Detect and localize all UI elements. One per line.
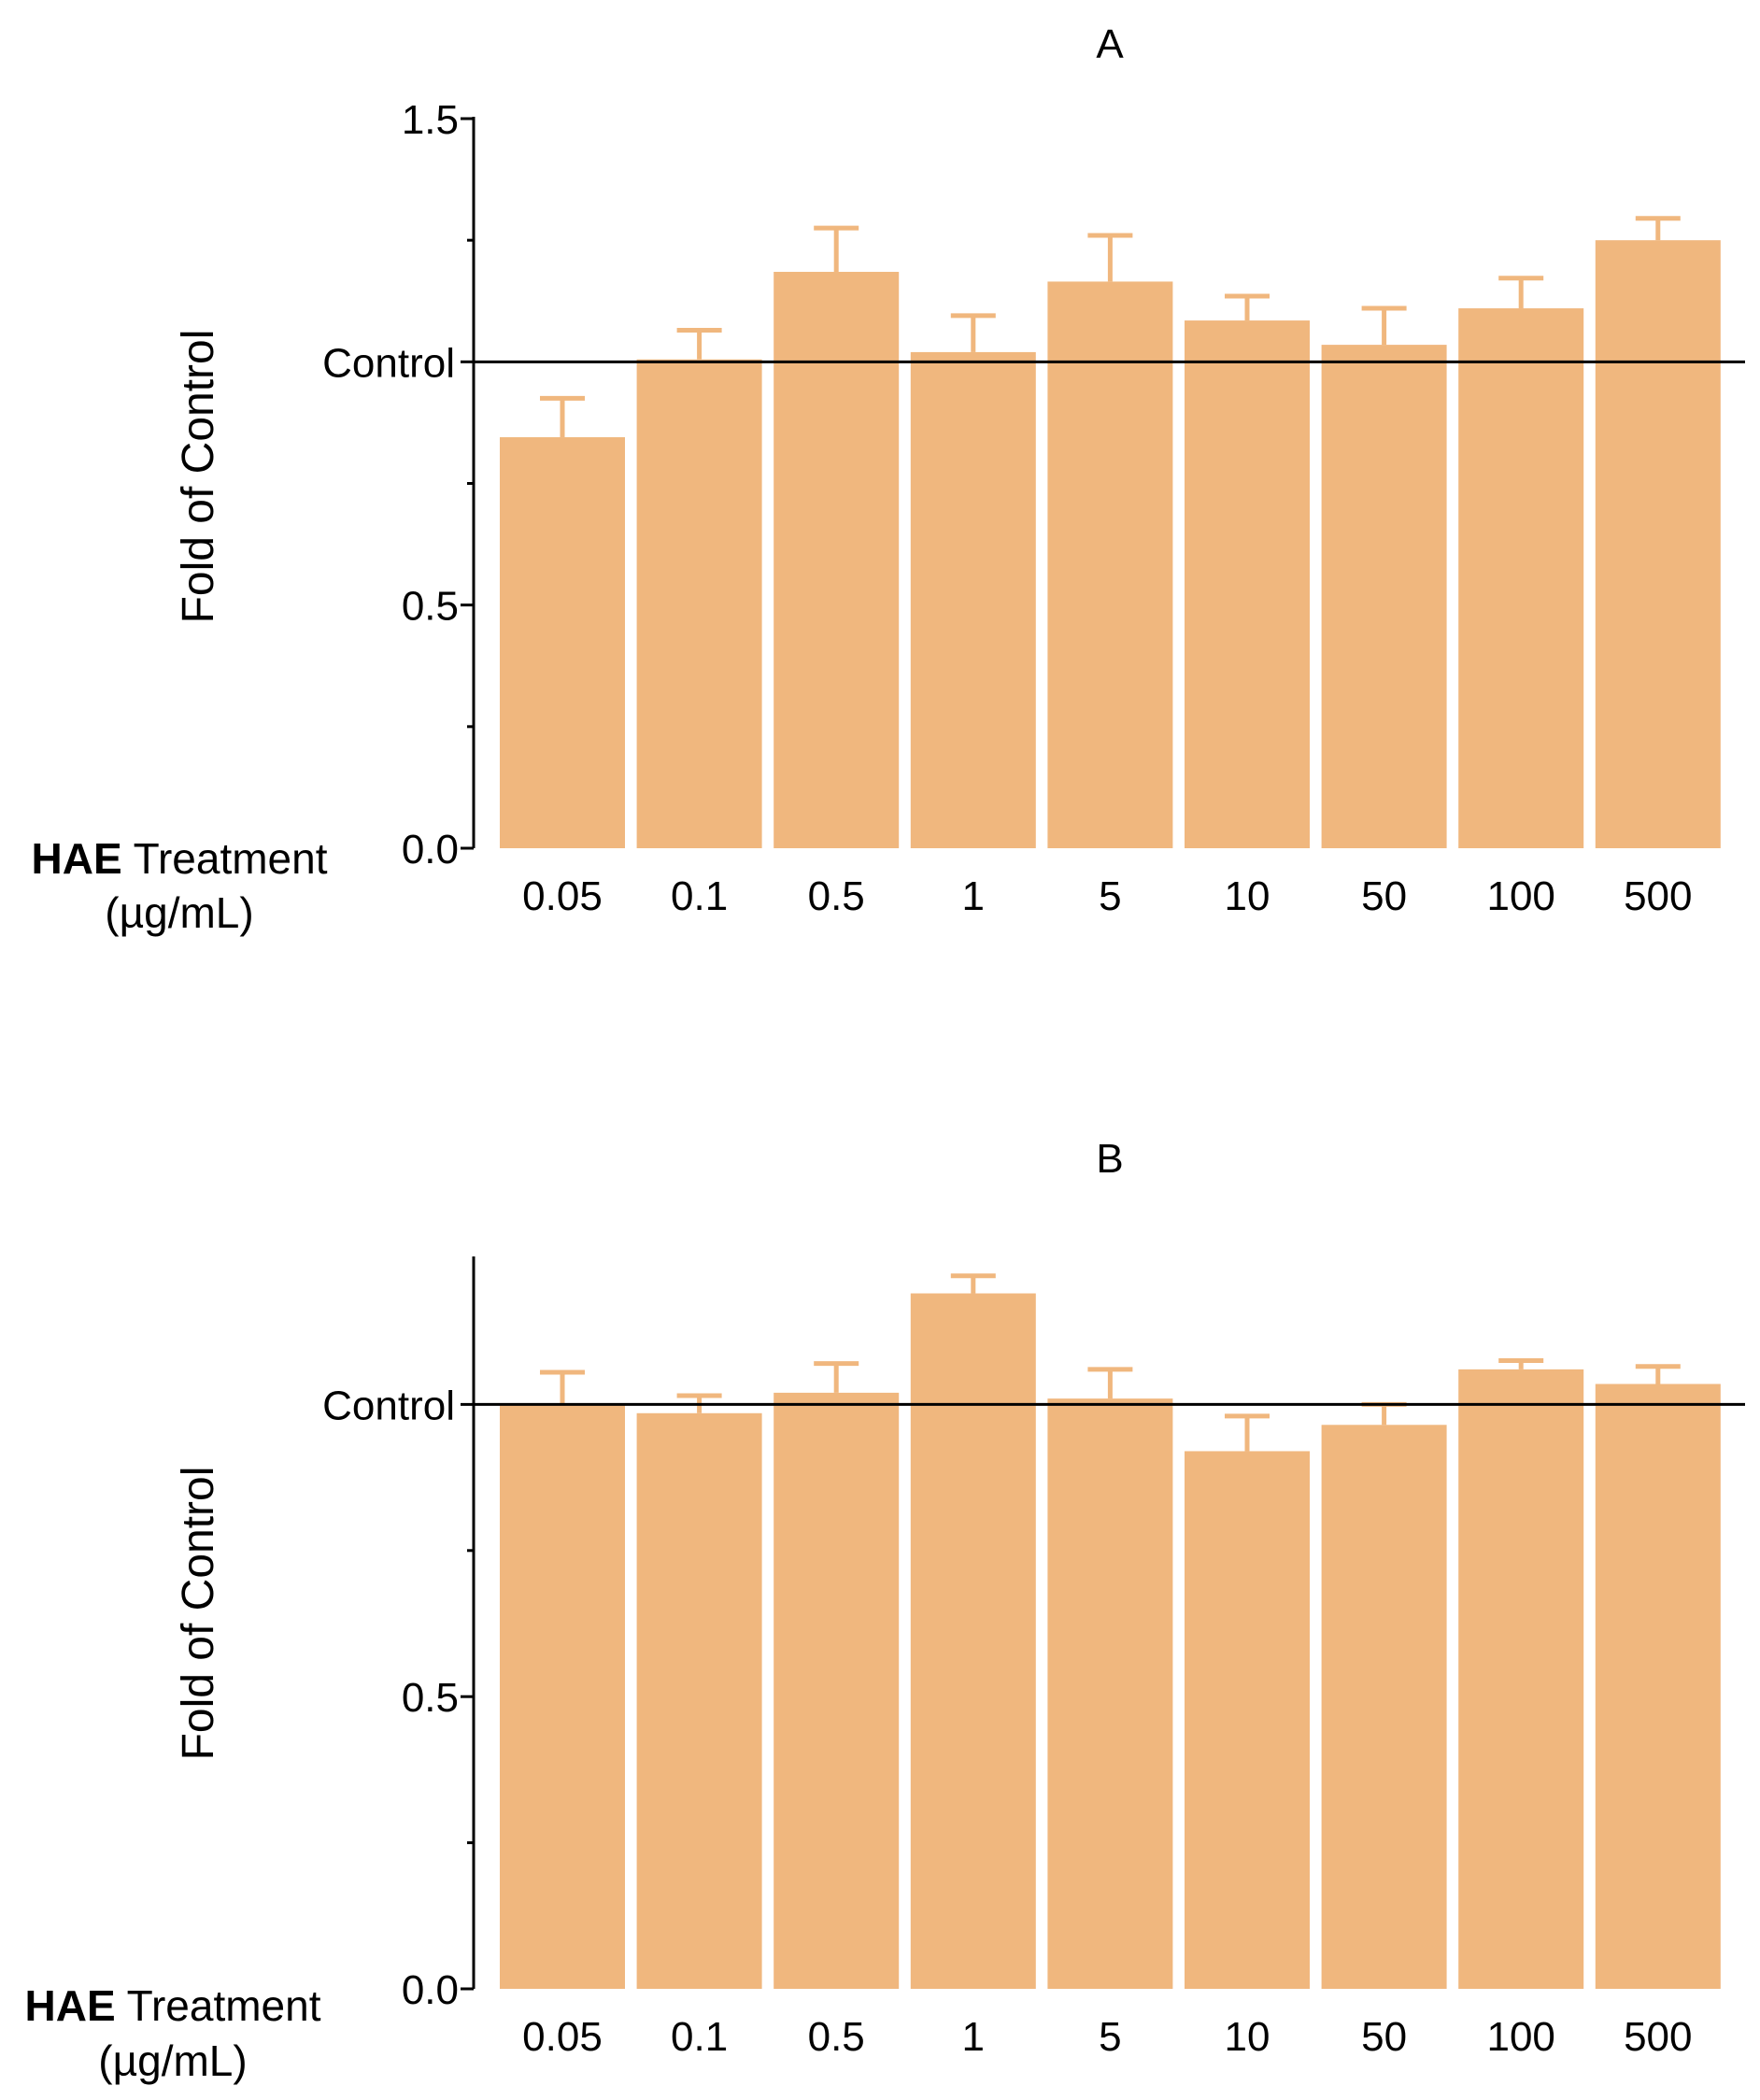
x-tick-label: 5 bbox=[1099, 2014, 1121, 2060]
x-tick-label: 10 bbox=[1225, 873, 1270, 919]
y-tick-label: 0.5 bbox=[402, 584, 459, 630]
bar-0_5 bbox=[774, 272, 900, 848]
x-tick-label: 100 bbox=[1486, 873, 1554, 919]
chart-title: B bbox=[1096, 1136, 1123, 1182]
x-tick-label: 5 bbox=[1099, 873, 1121, 919]
x-tick-label: 0.5 bbox=[808, 2014, 865, 2060]
bar-100 bbox=[1458, 1369, 1584, 1989]
x-tick-label: 10 bbox=[1225, 2014, 1270, 2060]
y-axis-label: Fold of Control bbox=[174, 1467, 223, 1761]
x-tick-label: 1 bbox=[962, 873, 985, 919]
x-axis-label-bold: HAE bbox=[25, 1981, 116, 2030]
bar-500 bbox=[1595, 1383, 1721, 1989]
bar-1 bbox=[910, 1293, 1036, 1989]
control-label: Control bbox=[322, 1383, 455, 1428]
x-tick-label: 0.05 bbox=[522, 873, 603, 919]
chart-title: A bbox=[1096, 21, 1124, 67]
y-tick-label: 0.5 bbox=[402, 1675, 459, 1721]
control-label: Control bbox=[322, 340, 455, 386]
bar-100 bbox=[1458, 308, 1584, 848]
y-tick-label: 0.0 bbox=[402, 1967, 459, 2013]
bar-0_05 bbox=[500, 437, 625, 848]
bar-10 bbox=[1185, 320, 1310, 848]
y-axis-label: Fold of Control bbox=[174, 330, 223, 624]
x-tick-label: 0.05 bbox=[522, 2014, 603, 2060]
bar-0_1 bbox=[636, 1412, 762, 1989]
x-axis-units: (µg/mL) bbox=[105, 888, 253, 937]
bar-0_05 bbox=[500, 1404, 625, 1989]
bar-0_1 bbox=[636, 359, 762, 849]
y-tick-label: 0.0 bbox=[402, 827, 459, 873]
y-tick-label: 1.5 bbox=[402, 97, 459, 143]
x-axis-label-rest: Treatment bbox=[116, 1981, 321, 2030]
bar-50 bbox=[1321, 345, 1447, 848]
bar-500 bbox=[1595, 240, 1721, 849]
x-tick-label: 1 bbox=[962, 2014, 985, 2060]
x-tick-label: 50 bbox=[1361, 873, 1407, 919]
bar-5 bbox=[1047, 1398, 1173, 1989]
x-axis-label: HAE Treatment bbox=[25, 1981, 321, 2030]
x-tick-label: 0.1 bbox=[671, 2014, 728, 2060]
x-axis-label-bold: HAE bbox=[32, 834, 122, 883]
x-tick-label: 0.5 bbox=[808, 873, 865, 919]
bar-5 bbox=[1047, 281, 1173, 848]
x-axis-units: (µg/mL) bbox=[98, 2036, 247, 2085]
bar-0_5 bbox=[774, 1392, 900, 1989]
bar-10 bbox=[1185, 1451, 1310, 1989]
x-tick-label: 50 bbox=[1361, 2014, 1407, 2060]
x-axis-label-rest: Treatment bbox=[122, 834, 328, 883]
x-tick-label: 0.1 bbox=[671, 873, 728, 919]
bar-1 bbox=[910, 351, 1036, 848]
x-tick-label: 500 bbox=[1624, 2014, 1692, 2060]
bar-50 bbox=[1321, 1425, 1447, 1989]
x-tick-label: 100 bbox=[1486, 2014, 1554, 2060]
x-tick-label: 500 bbox=[1624, 873, 1692, 919]
x-axis-label: HAE Treatment bbox=[32, 834, 328, 883]
